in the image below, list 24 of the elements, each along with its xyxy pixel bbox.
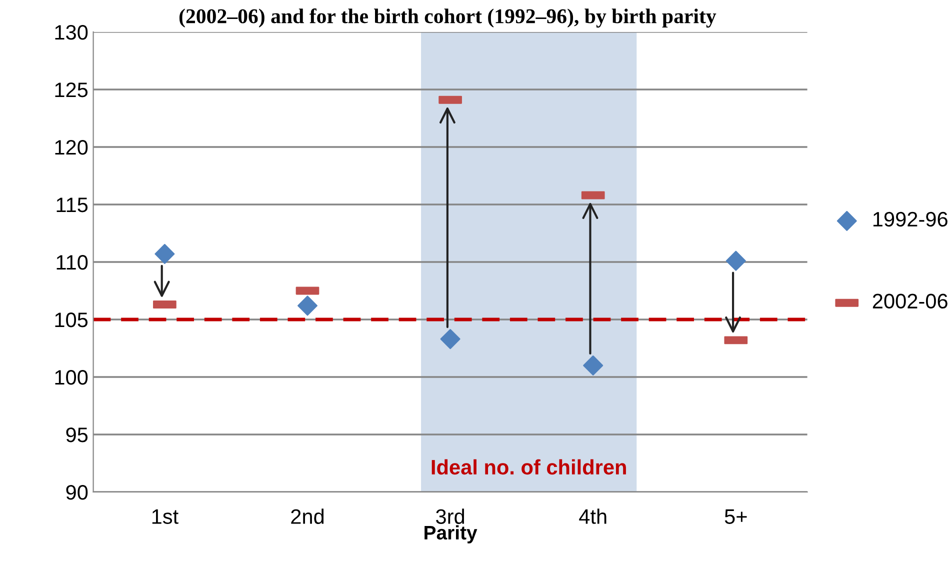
y-tick-label: 105 bbox=[55, 312, 88, 328]
chart-title: (2002–06) and for the birth cohort (1992–96), by birth parity bbox=[179, 8, 716, 28]
x-tick-label: 2nd bbox=[291, 508, 324, 524]
point bbox=[726, 250, 746, 271]
point bbox=[297, 296, 318, 316]
x-tick-label: 3rd bbox=[436, 508, 464, 524]
y-tick-label: 110 bbox=[56, 254, 88, 270]
x-axis-title: Parity bbox=[424, 525, 478, 544]
legend-label: 1992-96 bbox=[873, 212, 948, 227]
x-tick-label: 5+ bbox=[724, 509, 747, 524]
point bbox=[440, 329, 460, 350]
x-tick-label: 4th bbox=[579, 508, 606, 524]
y-tick-label: 100 bbox=[55, 370, 88, 385]
band-label: Ideal no. of children bbox=[432, 459, 626, 475]
y-tick-label: 115 bbox=[56, 198, 88, 212]
point bbox=[154, 244, 175, 264]
x-tick-label: 1st bbox=[152, 509, 178, 524]
y-tick-label: 120 bbox=[55, 140, 88, 155]
y-tick-label: 90 bbox=[66, 485, 88, 500]
y-tick-label: 125 bbox=[55, 82, 88, 98]
legend-label: 2002-06 bbox=[872, 294, 948, 309]
point bbox=[583, 355, 604, 376]
y-tick-label: 130 bbox=[55, 24, 88, 40]
y-tick-label: 95 bbox=[66, 427, 88, 442]
